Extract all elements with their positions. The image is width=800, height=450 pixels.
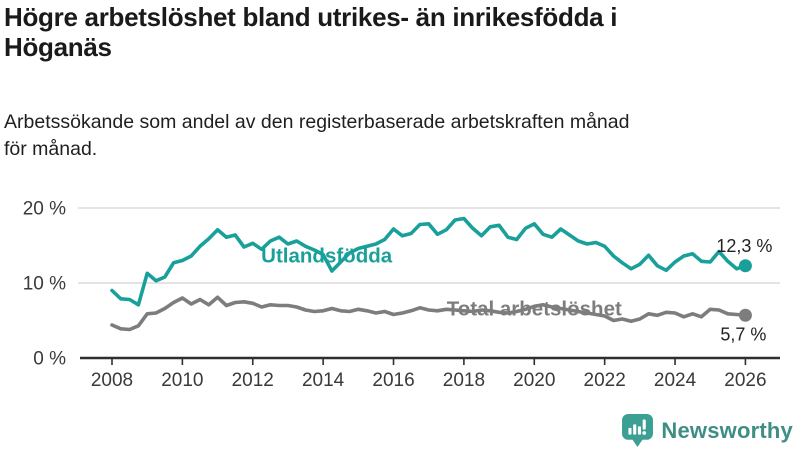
x-tick-label: 2008 (91, 370, 133, 391)
series-label: Total arbetslöshet (447, 298, 622, 321)
logo-bar-small (628, 427, 632, 435)
y-tick-label: 10 % (23, 274, 66, 295)
page-title-line2: Höganäs (4, 32, 112, 62)
x-tick-label: 2018 (443, 370, 485, 391)
chart-subtitle: Arbetssökande som andel av den registerb… (4, 109, 796, 163)
page-title-line1: Högre arbetslöshet bland utrikes- än inr… (4, 2, 618, 32)
logo-exclamation-dot (642, 431, 647, 435)
x-tick-label: 2012 (232, 370, 274, 391)
logo-bar-medium (638, 426, 642, 435)
logo-exclamation-bar (643, 419, 647, 430)
series-line (110, 216, 748, 307)
page-title: Högre arbetslöshet bland utrikes- än inr… (4, 2, 796, 62)
chart-subtitle-line1: Arbetssökande som andel av den registerb… (4, 111, 630, 133)
series-end-dot (738, 259, 752, 273)
series-line (110, 295, 748, 332)
series-end-dot (738, 308, 752, 322)
series-end-value-label: 5,7 % (720, 324, 766, 344)
x-tick-label: 2010 (161, 370, 203, 391)
series-end-value-label: 12,3 % (716, 236, 772, 256)
chart-subtitle-line2: för månad. (4, 138, 98, 160)
brand-name: Newsworthy (661, 417, 793, 443)
x-tick-label: 2024 (654, 370, 697, 391)
y-tick-label: 20 % (23, 199, 66, 220)
logo-bubble-shape (622, 414, 654, 447)
y-tick-label: 0 % (33, 349, 66, 370)
logo-bar-tall (633, 424, 637, 435)
x-tick-label: 2020 (513, 370, 555, 391)
newsworthy-logo-icon (622, 414, 654, 447)
x-tick-label: 2016 (372, 370, 414, 391)
x-tick-label: 2022 (584, 370, 626, 391)
brand-footer[interactable]: Newsworthy (622, 414, 793, 447)
line-chart: 0 % 10 % 20 % 2008 2010 2012 2014 2016 2018 2020 2… (23, 199, 780, 391)
series-label: Utlandsfödda (261, 244, 393, 267)
x-tick-label: 2026 (724, 370, 766, 391)
x-tick-label: 2014 (302, 370, 345, 391)
